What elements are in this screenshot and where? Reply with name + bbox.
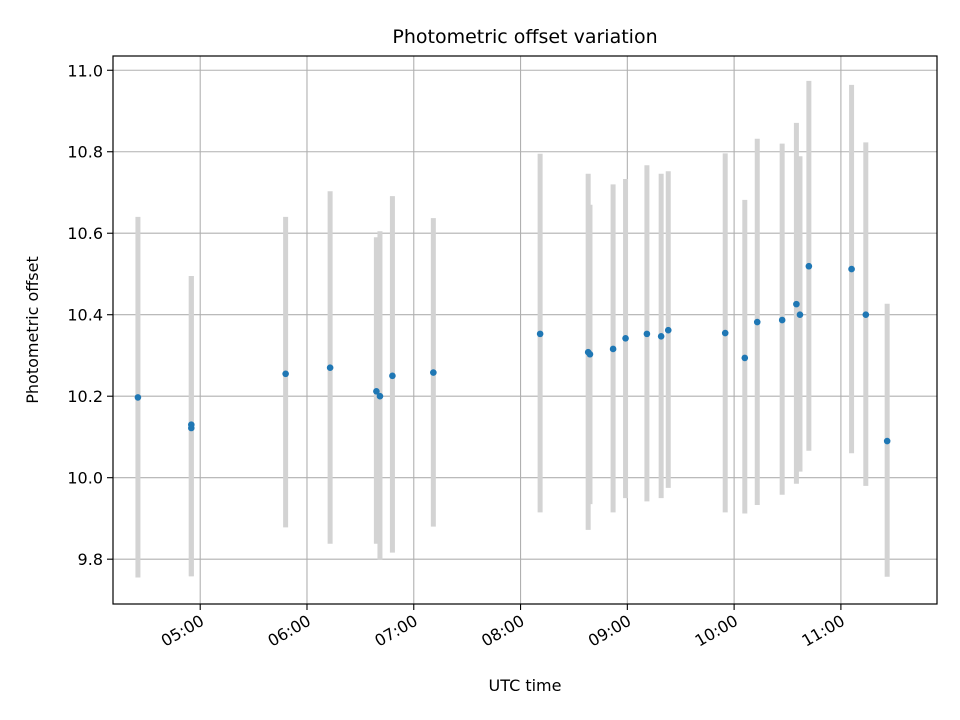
data-point xyxy=(622,335,629,342)
y-tick-label: 10.2 xyxy=(67,387,103,406)
data-point xyxy=(188,424,195,432)
chart-title: Photometric offset variation xyxy=(392,26,657,48)
y-tick-label: 10.8 xyxy=(67,143,103,162)
data-point xyxy=(282,370,289,378)
data-point xyxy=(793,300,800,308)
data-point xyxy=(778,316,786,324)
data-point xyxy=(536,330,544,338)
x-axis-title: UTC time xyxy=(489,676,562,695)
data-point xyxy=(883,437,891,445)
y-tick-label: 10.4 xyxy=(67,306,103,325)
data-points xyxy=(134,262,891,445)
y-axis-ticks: 9.8 10.0 10.2 10.4 10.6 10.8 11.0 xyxy=(67,61,113,569)
y-axis-title: Photometric offset xyxy=(23,256,42,404)
data-point xyxy=(657,333,665,340)
data-point xyxy=(376,392,384,400)
data-point xyxy=(848,265,855,273)
data-point xyxy=(741,354,749,362)
data-point xyxy=(609,345,617,353)
y-tick-label: 10.0 xyxy=(67,469,103,488)
data-point xyxy=(373,388,380,395)
data-point xyxy=(721,329,729,337)
plot-frame xyxy=(112,55,938,605)
y-tick-label: 10.6 xyxy=(67,224,103,243)
data-point xyxy=(389,372,396,380)
data-point xyxy=(796,311,804,319)
plot-background xyxy=(113,56,937,604)
data-point xyxy=(326,364,334,371)
data-point xyxy=(805,262,813,270)
data-point xyxy=(134,394,142,401)
data-point xyxy=(586,350,594,358)
y-tick-label: 11.0 xyxy=(67,61,103,80)
data-point xyxy=(430,369,437,376)
data-point xyxy=(643,330,651,338)
data-point xyxy=(664,326,672,334)
data-point xyxy=(862,311,870,319)
y-tick-label: 9.8 xyxy=(78,550,103,569)
data-point xyxy=(753,318,761,326)
